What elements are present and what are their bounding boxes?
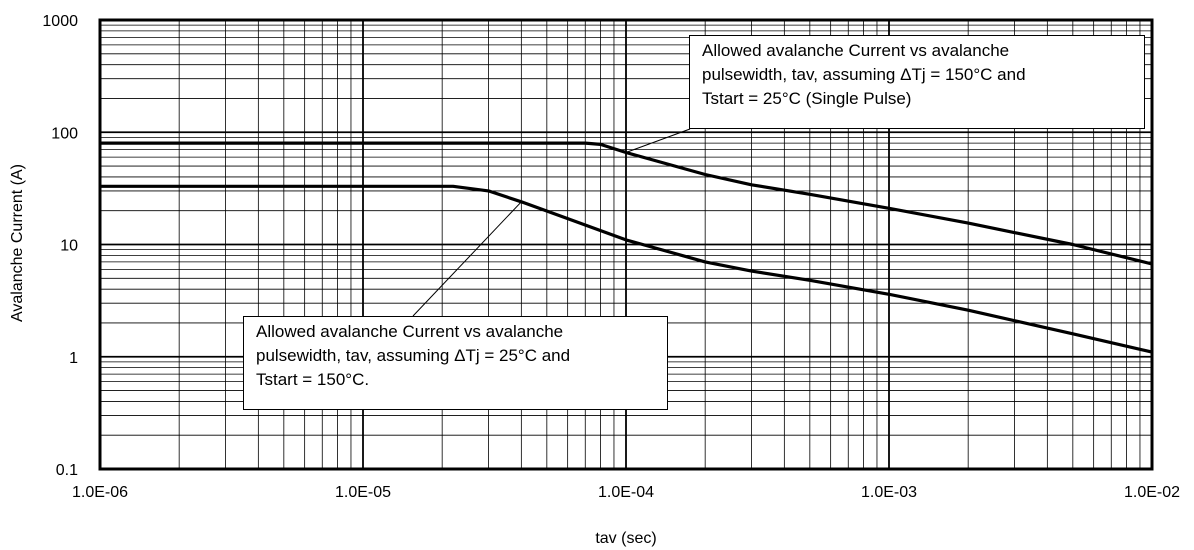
annotation-box-150c: Allowed avalanche Current vs avalanche p… (689, 35, 1145, 129)
x-tick-label: 1.0E-02 (1124, 484, 1180, 501)
annotation-25c-leader-line (412, 201, 522, 317)
y-tick-label: 1 (69, 350, 78, 367)
plot-area (98, 18, 1154, 471)
annotation-25c-line-2: pulsewidth, tav, assuming ΔTj = 25°C and (256, 346, 571, 365)
annotation-150c-line-3: Tstart = 25°C (Single Pulse) (702, 89, 912, 108)
y-tick-label: 1000 (42, 13, 78, 30)
annotation-25c-line-1: Allowed avalanche Current vs avalanche (256, 322, 564, 341)
x-tick-label: 1.0E-06 (72, 484, 128, 501)
y-tick-label: 0.1 (56, 462, 78, 479)
annotation-150c-leader-line (625, 128, 691, 153)
series-lines (100, 141, 1153, 354)
x-tick-label: 1.0E-04 (598, 484, 654, 501)
annotation-25c-line-3: Tstart = 150°C. (256, 370, 370, 389)
y-tick-label: 10 (60, 238, 78, 255)
annotation-leader-lines (412, 128, 691, 317)
grid-lines (99, 20, 1152, 470)
x-tick-label: 1.0E-03 (861, 484, 917, 501)
x-tick-label: 1.0E-05 (335, 484, 391, 501)
annotation-box-25c: Allowed avalanche Current vs avalanche p… (243, 316, 668, 410)
series-line-1 (100, 141, 1153, 266)
tick-labels: 1.0E-06 1.0E-05 1.0E-04 1.0E-03 1.0E-02 0.1 1 1… (42, 13, 1180, 501)
y-axis-title: Avalanche Current (A) (9, 164, 26, 322)
series-line-2 (100, 184, 1153, 354)
annotation-150c-line-2: pulsewidth, tav, assuming ΔTj = 150°C an… (702, 65, 1026, 84)
y-tick-label: 100 (51, 125, 78, 142)
x-axis-title: tav (sec) (595, 530, 656, 547)
annotation-150c-line-1: Allowed avalanche Current vs avalanche (702, 41, 1010, 60)
